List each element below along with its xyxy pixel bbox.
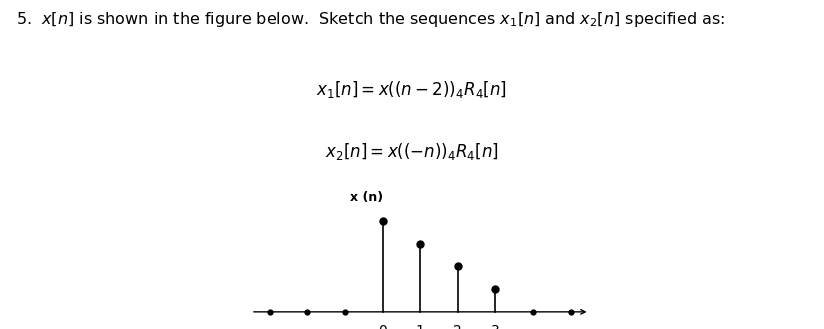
Text: x (n): x (n) xyxy=(350,191,383,204)
Text: 5.  $x[n]$ is shown in the figure below.  Sketch the sequences $x_1[n]$ and $x_2: 5. $x[n]$ is shown in the figure below. … xyxy=(16,10,725,29)
Text: $x_1[n] = x((n-2))_4R_4[n]$: $x_1[n] = x((n-2))_4R_4[n]$ xyxy=(316,79,508,100)
Text: 2: 2 xyxy=(453,324,462,329)
Text: 3: 3 xyxy=(491,324,500,329)
Text: $x_2[n] = x((-n))_4R_4[n]$: $x_2[n] = x((-n))_4R_4[n]$ xyxy=(325,141,499,163)
Text: 0: 0 xyxy=(378,324,387,329)
Text: 1: 1 xyxy=(416,324,424,329)
